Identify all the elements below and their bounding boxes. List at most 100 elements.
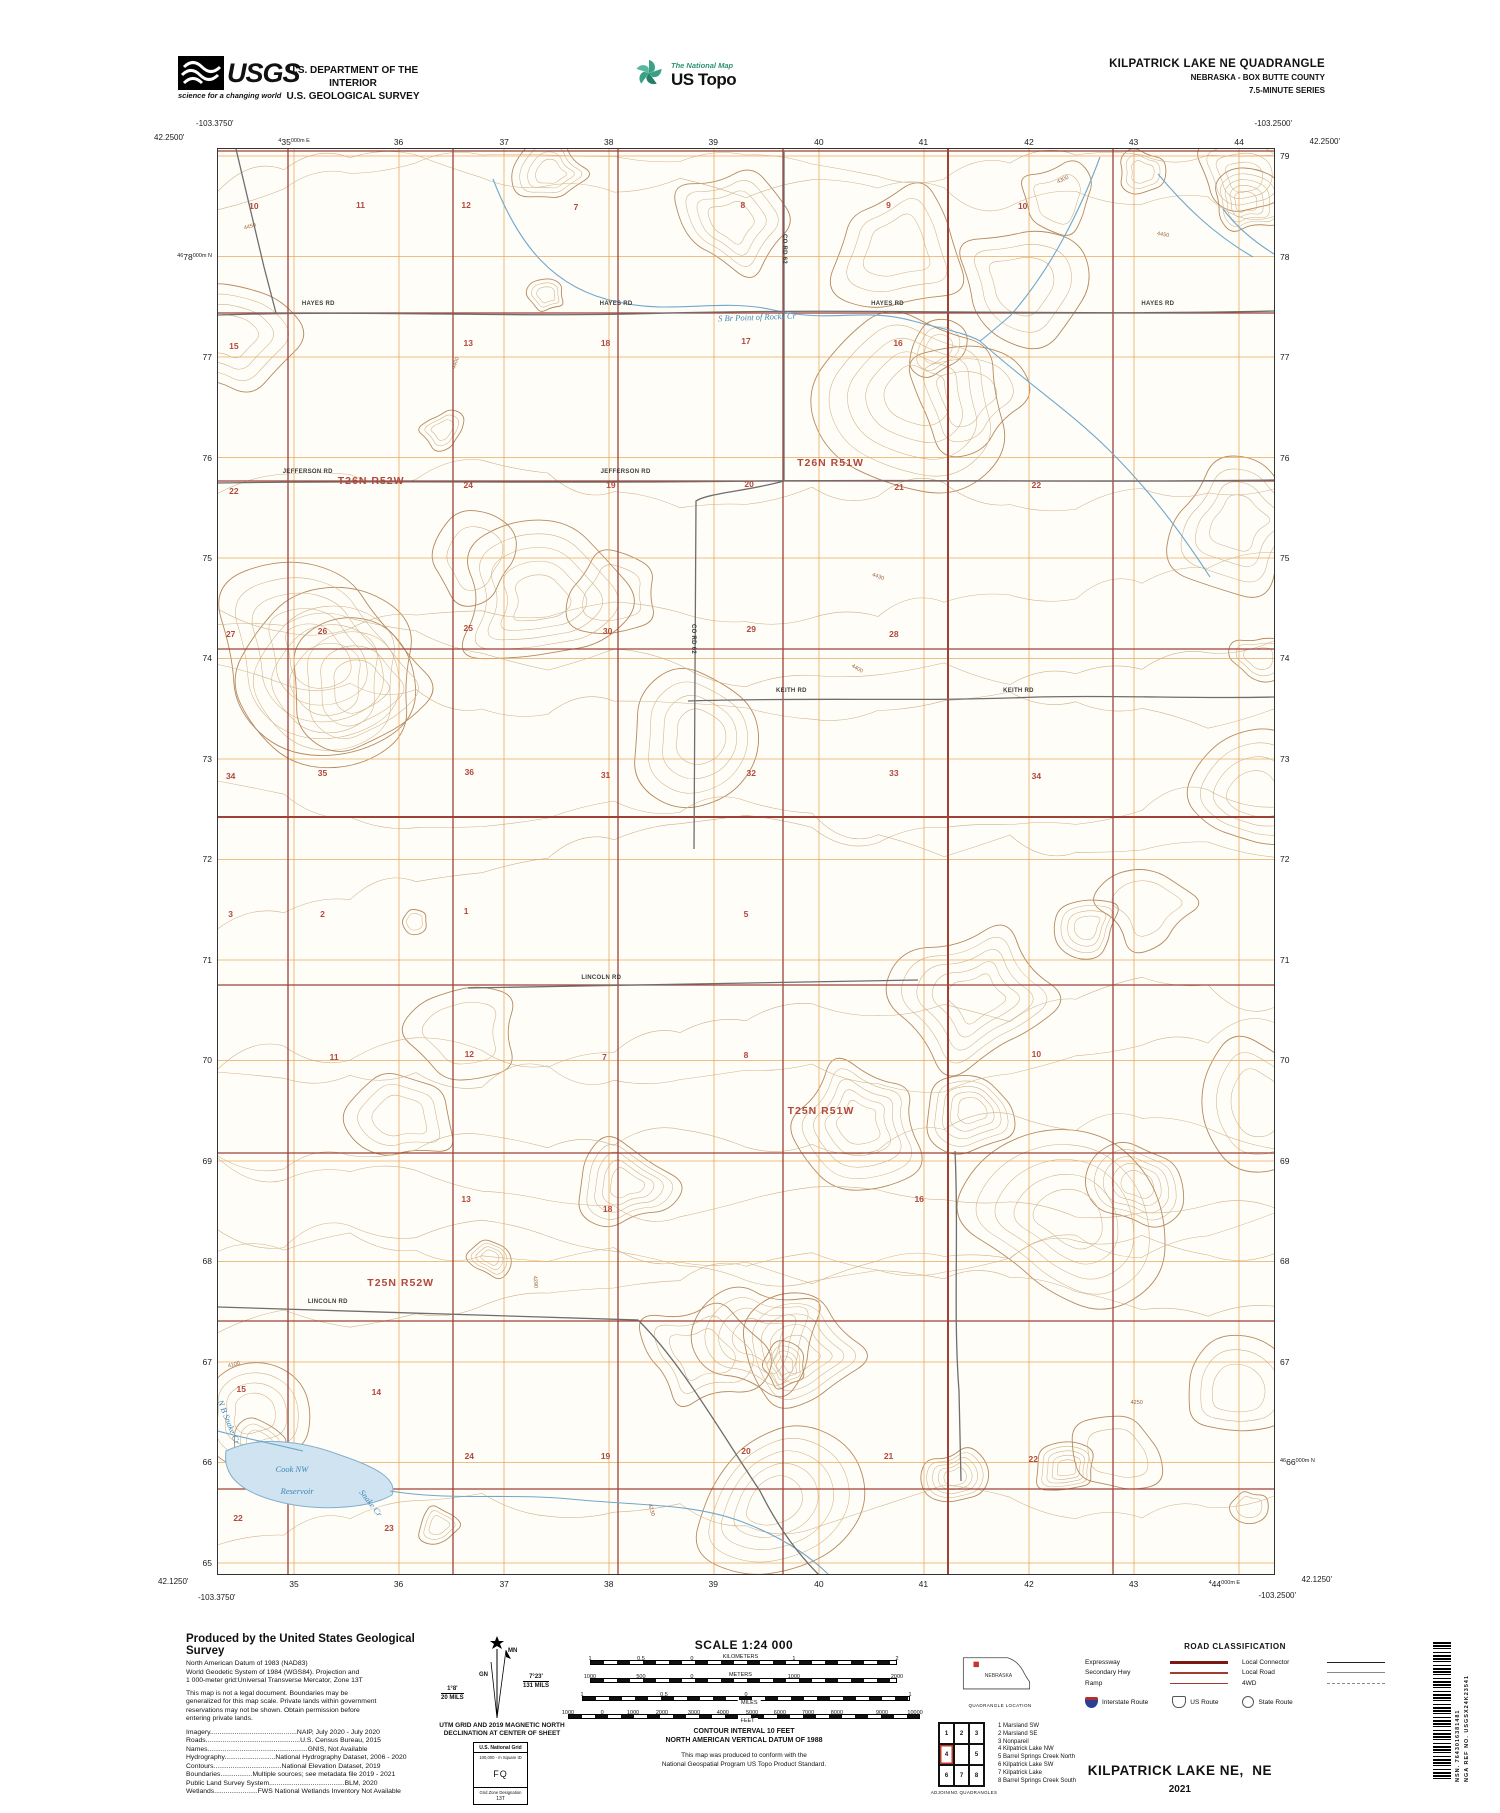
gn-declination-value: 1°8' 20 MILS bbox=[441, 1686, 464, 1701]
section-number: 30 bbox=[602, 625, 613, 636]
section-number: 10 bbox=[1017, 201, 1028, 211]
contour-interval-note: CONTOUR INTERVAL 10 FEET bbox=[693, 1728, 795, 1735]
usng-box: U.S. National Grid 100,000 - m Square ID… bbox=[473, 1742, 528, 1805]
section-number: 19 bbox=[606, 480, 616, 491]
section-number: 21 bbox=[894, 481, 904, 492]
section-number: 7 bbox=[602, 1051, 607, 1062]
section-number: 32 bbox=[746, 768, 756, 779]
dept-line2: U.S. GEOLOGICAL SURVEY bbox=[286, 91, 420, 102]
scalebar bbox=[590, 1678, 897, 1683]
section-number: 8 bbox=[740, 199, 746, 210]
scalebar-tick: 0 bbox=[744, 1692, 748, 1698]
utm-grid-layer bbox=[218, 149, 1274, 1574]
section-number: 10 bbox=[249, 201, 259, 211]
road-label: HAYES RD bbox=[871, 301, 904, 308]
section-number: 2 bbox=[320, 909, 325, 920]
road-style-swatch bbox=[1327, 1661, 1385, 1663]
grid-northing-label: 67 bbox=[202, 1356, 212, 1367]
road-classification-legend: ROAD CLASSIFICATION Expressway Secondary … bbox=[1085, 1642, 1385, 1708]
water-label: N B Snake Cr bbox=[215, 1398, 242, 1445]
contour-elevation-label: 4450 bbox=[242, 222, 257, 232]
roadclass-row: Local Connector bbox=[1242, 1659, 1385, 1666]
mn-declination-value: 7°23' 131 MILS bbox=[523, 1674, 550, 1689]
scalebar-tick: 0 bbox=[600, 1710, 604, 1716]
contour-elevation-label: 4400 bbox=[850, 663, 864, 675]
scale-title: SCALE 1:24 000 bbox=[694, 1638, 794, 1652]
scalebar bbox=[590, 1660, 897, 1665]
section-number: 36 bbox=[464, 766, 475, 777]
adjoining-grid-cell: 4 bbox=[939, 1744, 954, 1765]
grid-easting-label: 39 bbox=[708, 137, 718, 147]
section-number: 26 bbox=[317, 625, 328, 636]
section-number: 12 bbox=[461, 199, 471, 210]
corner-coordinate: 42.1250' bbox=[1301, 1575, 1332, 1584]
water-label: Snake Cr bbox=[357, 1487, 385, 1519]
grid-easting-label: 36 bbox=[393, 137, 404, 147]
map-canvas bbox=[218, 149, 1274, 1574]
grid-northing-label: 75 bbox=[202, 552, 212, 563]
township-label: T26N R52W bbox=[337, 475, 405, 488]
road-label: JEFFERSON RD bbox=[600, 469, 651, 476]
scalebar-tick: 3000 bbox=[687, 1710, 701, 1716]
legal-notice: This map is not a legal document. Bounda… bbox=[186, 1690, 444, 1724]
road-label: LINCOLN RD bbox=[307, 1298, 348, 1305]
grid-easting-label: 39 bbox=[708, 1579, 718, 1589]
scalebar-unit: METERS bbox=[725, 1672, 755, 1678]
grid-easting-label: 35 bbox=[289, 1579, 299, 1589]
road-style-swatch bbox=[1170, 1682, 1228, 1684]
data-sources-list: Imagery.................................… bbox=[186, 1729, 444, 1797]
grid-easting-label: 43 bbox=[1128, 1579, 1139, 1589]
section-number: 22 bbox=[1028, 1453, 1038, 1464]
scalebar-tick: 1000 bbox=[787, 1674, 800, 1680]
quadrangle-subtitle1: NEBRASKA - BOX BUTTE COUNTY bbox=[1190, 73, 1325, 82]
quadrangle-title: KILPATRICK LAKE NE QUADRANGLE bbox=[1109, 58, 1325, 70]
grid-northing-label: 71 bbox=[202, 954, 212, 965]
section-number: 22 bbox=[229, 486, 239, 496]
grid-easting-label: 42 bbox=[1024, 1579, 1034, 1589]
grid-northing-label: 66 bbox=[202, 1457, 212, 1468]
contour-elevation-label: 4300 bbox=[1055, 175, 1070, 186]
section-number: 33 bbox=[889, 768, 899, 779]
conform-note2: National Geospatial Program US Topo Prod… bbox=[661, 1760, 827, 1768]
scalebar-tick: 1000 bbox=[583, 1674, 597, 1680]
scalebar-tick: 8000 bbox=[830, 1710, 844, 1716]
section-number: 22 bbox=[233, 1513, 243, 1524]
roadclass-row: Ramp bbox=[1085, 1680, 1228, 1687]
quad-location-marker bbox=[973, 1661, 979, 1668]
road-style-swatch bbox=[1327, 1672, 1385, 1673]
scalebar-tick: 1000 bbox=[561, 1710, 575, 1716]
grid-easting-label: 435000m E bbox=[278, 137, 310, 147]
bottom-easting-labels: 35 36 37 38 39 40 41 42 43 444000m E bbox=[218, 1577, 1274, 1589]
produced-by-title: Produced by the United States Geological… bbox=[186, 1633, 415, 1657]
grid-easting-label: 40 bbox=[814, 1579, 824, 1589]
roadclass-row: Secondary Hwy bbox=[1085, 1669, 1228, 1676]
contour-lines-layer bbox=[218, 149, 1274, 1574]
roads-layer bbox=[218, 149, 1274, 1574]
datum-lines: North American Datum of 1983 (NAD83) Worl… bbox=[186, 1660, 444, 1686]
grid-northing-label: 75 bbox=[1280, 552, 1290, 563]
adjoining-quad-name: 8 Barrel Springs Creek South bbox=[998, 1777, 1077, 1784]
barcode bbox=[1433, 1642, 1451, 1780]
grid-easting-label: 444000m E bbox=[1208, 1579, 1241, 1589]
scalebar-kilometers: 1 0.5 0 1 2 KILOMETERS bbox=[588, 1653, 899, 1670]
grid-northing-label: 71 bbox=[1280, 954, 1290, 965]
usgs-tagline: science for a changing world bbox=[178, 91, 282, 100]
roadclass-row: Expressway bbox=[1085, 1659, 1228, 1666]
township-label: T25N R52W bbox=[367, 1277, 435, 1290]
left-northing-labels: 4678000m N 77 76 75 74 73 72 71 70 69 68 67 66 65 bbox=[177, 149, 214, 1574]
declination-diagram: MN GN 7°23' 131 MILS 1°8' 20 MILS UTM GR… bbox=[427, 1634, 577, 1809]
roadclass-row: 4WD bbox=[1242, 1680, 1385, 1687]
route-shield-item: Interstate Route bbox=[1085, 1696, 1148, 1708]
contour-elevation-label: 4400 bbox=[450, 355, 461, 370]
quadrangle-location-caption: QUADRANGLE LOCATION bbox=[968, 1703, 1032, 1708]
scalebar-tick: 1 bbox=[588, 1656, 592, 1662]
data-source-line: Hydrography...........................Na… bbox=[186, 1754, 407, 1761]
grid-easting-label: 37 bbox=[499, 137, 509, 147]
section-number: 31 bbox=[600, 769, 611, 780]
ustopo-pinwheel-icon bbox=[633, 57, 665, 94]
grid-easting-label: 42 bbox=[1024, 137, 1034, 147]
grid-northing-label: 78 bbox=[1280, 251, 1290, 262]
scalebar-meters: 1000 500 0 1000 2000 METERS bbox=[584, 1671, 903, 1688]
grid-northing-label: 74 bbox=[1280, 653, 1290, 664]
section-number: 16 bbox=[893, 337, 903, 348]
